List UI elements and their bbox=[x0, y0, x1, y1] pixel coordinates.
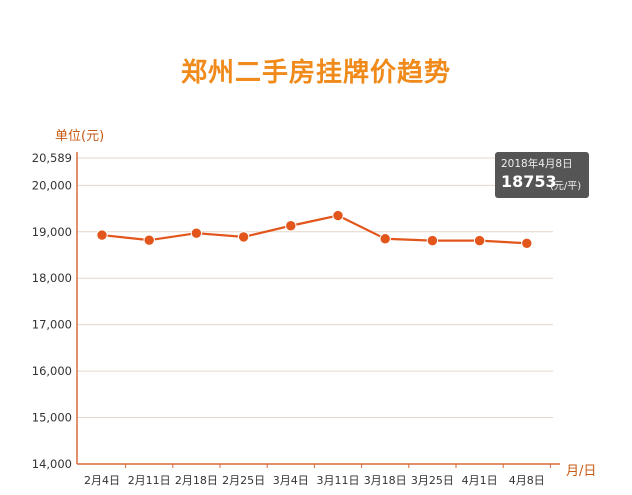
y-tick-label: 18,000 bbox=[32, 271, 72, 285]
data-point bbox=[332, 209, 344, 222]
y-axis-label: 单位(元) bbox=[55, 129, 105, 144]
tooltip-unit: (元/平) bbox=[550, 181, 582, 192]
y-tick-label: 19,000 bbox=[32, 225, 72, 239]
x-tick-label: 2月11日 bbox=[128, 474, 171, 487]
data-point bbox=[426, 234, 439, 247]
data-point bbox=[473, 234, 486, 247]
y-tick-label: 16,000 bbox=[32, 364, 72, 378]
y-tick-label: 14,000 bbox=[32, 457, 72, 471]
x-tick-label: 2月18日 bbox=[175, 474, 218, 487]
y-tick-label: 20,589 bbox=[32, 151, 72, 165]
data-point bbox=[379, 233, 391, 245]
tooltip-value: 18753 bbox=[501, 172, 557, 191]
series-line bbox=[101, 214, 527, 245]
data-point bbox=[143, 234, 155, 246]
y-tick-label: 17,000 bbox=[32, 318, 72, 332]
x-tick-label: 4月1日 bbox=[462, 474, 498, 487]
x-tick-label: 3月25日 bbox=[411, 474, 454, 487]
data-point bbox=[285, 220, 297, 232]
data-tooltip: 2018年4月8日 18753 (元/平) bbox=[495, 152, 589, 198]
x-tick-label: 2月25日 bbox=[222, 474, 265, 487]
y-tick-label: 20,000 bbox=[32, 178, 72, 192]
data-point bbox=[521, 237, 533, 249]
x-tick-label: 2月4日 bbox=[84, 474, 120, 487]
y-tick-label: 15,000 bbox=[32, 411, 72, 425]
data-point bbox=[190, 227, 203, 239]
x-axis-label: 月/日 bbox=[566, 464, 597, 479]
data-point bbox=[96, 229, 108, 241]
x-tick-label: 3月4日 bbox=[273, 474, 309, 487]
x-tick-label: 4月8日 bbox=[509, 474, 545, 487]
x-tick-label: 3月18日 bbox=[364, 474, 407, 487]
chart-title: 郑州二手房挂牌价趋势 bbox=[180, 58, 451, 88]
data-point bbox=[237, 231, 250, 243]
tooltip-date: 2018年4月8日 bbox=[501, 158, 573, 170]
x-tick-label: 3月11日 bbox=[317, 474, 360, 487]
